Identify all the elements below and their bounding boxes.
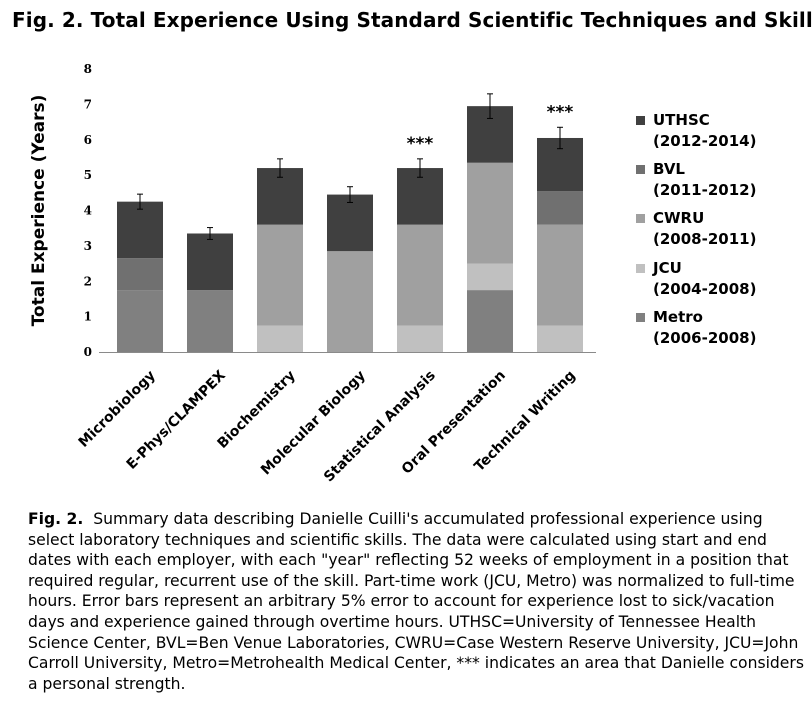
bar-jcu-statistical-analysis	[397, 325, 443, 352]
bar-jcu-biochemistry	[257, 325, 303, 352]
caption-text: Summary data describing Danielle Cuilli'…	[28, 510, 804, 693]
bar-cwru-molecular-biology	[327, 251, 373, 352]
figure-caption: Fig. 2. Summary data describing Danielle…	[28, 509, 804, 694]
y-tick-label: 3	[84, 239, 92, 253]
bar-jcu-technical-writing	[537, 325, 583, 352]
bar-bvl-technical-writing	[537, 191, 583, 225]
legend-label: CWRU (2008-2011)	[653, 208, 756, 250]
legend-swatch	[636, 165, 645, 174]
legend-series-name: JCU	[653, 259, 682, 277]
y-tick-label: 4	[84, 204, 92, 218]
legend-label: UTHSC (2012-2014)	[653, 110, 756, 152]
legend-date-range: (2012-2014)	[653, 132, 757, 150]
legend-date-range: (2006-2008)	[653, 329, 757, 347]
strength-annotation: ***	[547, 102, 574, 122]
y-tick-label: 5	[84, 168, 92, 182]
bar-cwru-technical-writing	[537, 224, 583, 326]
caption-label: Fig. 2.	[28, 510, 84, 528]
legend-date-range: (2004-2008)	[653, 280, 757, 298]
legend-label: Metro (2006-2008)	[653, 307, 756, 349]
legend-series-name: BVL	[653, 160, 685, 178]
y-tick-label: 6	[84, 133, 92, 147]
bar-metro-e-phys-clampex	[187, 290, 233, 352]
legend-series-name: CWRU	[653, 209, 705, 227]
legend-swatch	[636, 116, 645, 125]
y-tick-label: 1	[84, 310, 92, 324]
legend-label: JCU (2004-2008)	[653, 258, 756, 300]
bar-uthsc-molecular-biology	[327, 194, 373, 252]
bar-jcu-oral-presentation	[467, 263, 513, 291]
legend-label: BVL (2011-2012)	[653, 159, 756, 201]
bar-cwru-oral-presentation	[467, 162, 513, 264]
legend-date-range: (2008-2011)	[653, 230, 757, 248]
y-tick-label: 2	[84, 274, 92, 288]
y-tick-label: 7	[84, 97, 92, 111]
legend-series-name: UTHSC	[653, 111, 710, 129]
y-tick-label: 0	[84, 345, 92, 359]
bar-uthsc-microbiology	[117, 201, 163, 259]
bar-bvl-microbiology	[117, 258, 163, 291]
strength-annotation: ***	[407, 134, 434, 154]
bar-metro-microbiology	[117, 290, 163, 352]
bar-cwru-statistical-analysis	[397, 224, 443, 326]
legend-date-range: (2011-2012)	[653, 181, 757, 199]
bar-cwru-biochemistry	[257, 224, 303, 326]
y-axis-title: Total Experience (Years)	[29, 95, 49, 327]
chart-title: Fig. 2. Total Experience Using Standard …	[12, 8, 812, 32]
bar-metro-oral-presentation	[467, 290, 513, 352]
legend-swatch	[636, 264, 645, 273]
bar-uthsc-e-phys-clampex	[187, 233, 233, 291]
legend-swatch	[636, 214, 645, 223]
legend-swatch	[636, 313, 645, 322]
y-tick-label: 8	[84, 62, 92, 76]
legend-series-name: Metro	[653, 308, 703, 326]
